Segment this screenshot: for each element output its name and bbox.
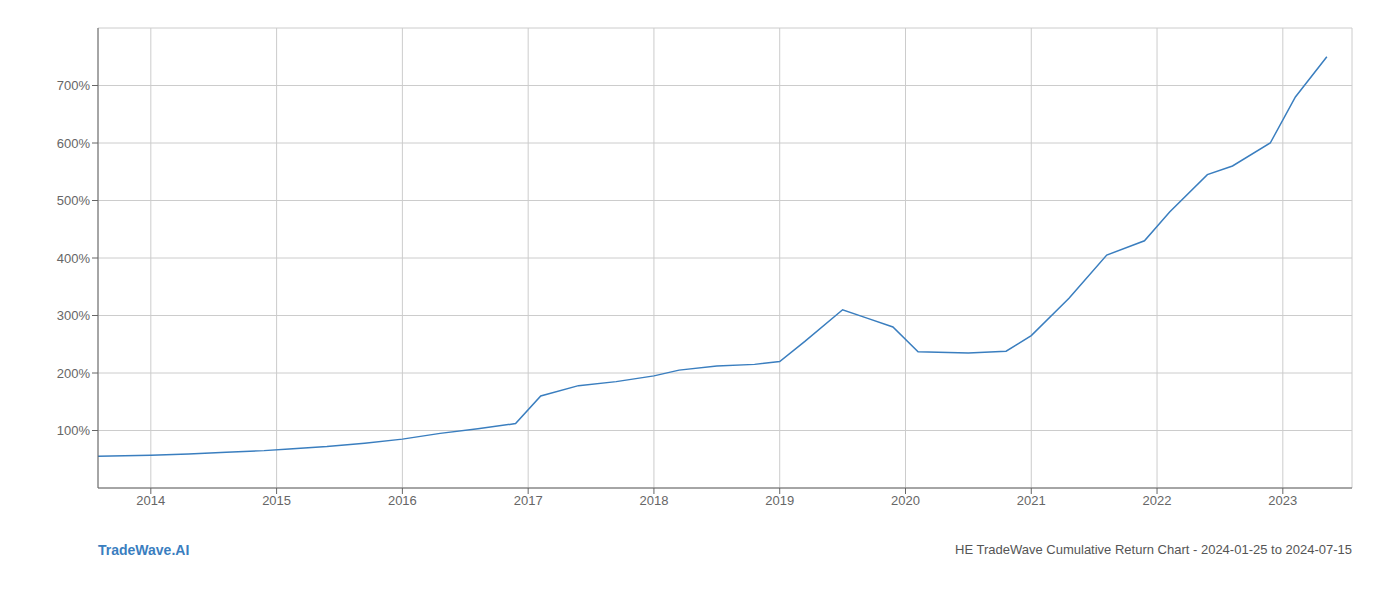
svg-text:2014: 2014 (136, 493, 165, 508)
svg-text:500%: 500% (57, 193, 91, 208)
svg-text:2018: 2018 (639, 493, 668, 508)
svg-text:2022: 2022 (1143, 493, 1172, 508)
svg-text:2016: 2016 (388, 493, 417, 508)
html-text:TradeWave.AI: TradeWave.AI (98, 542, 190, 558)
svg-text:2015: 2015 (262, 493, 291, 508)
svg-text:200%: 200% (57, 366, 91, 381)
html-text:HE TradeWave Cumulative Return: HE TradeWave Cumulative Return Chart - 2… (955, 542, 1352, 557)
svg-text:2017: 2017 (514, 493, 543, 508)
svg-text:600%: 600% (57, 136, 91, 151)
svg-text:2019: 2019 (765, 493, 794, 508)
svg-text:2020: 2020 (891, 493, 920, 508)
svg-text:2021: 2021 (1017, 493, 1046, 508)
svg-text:300%: 300% (57, 308, 91, 323)
svg-text:400%: 400% (57, 251, 91, 266)
svg-text:700%: 700% (57, 78, 91, 93)
svg-text:100%: 100% (57, 423, 91, 438)
svg-text:2023: 2023 (1268, 493, 1297, 508)
